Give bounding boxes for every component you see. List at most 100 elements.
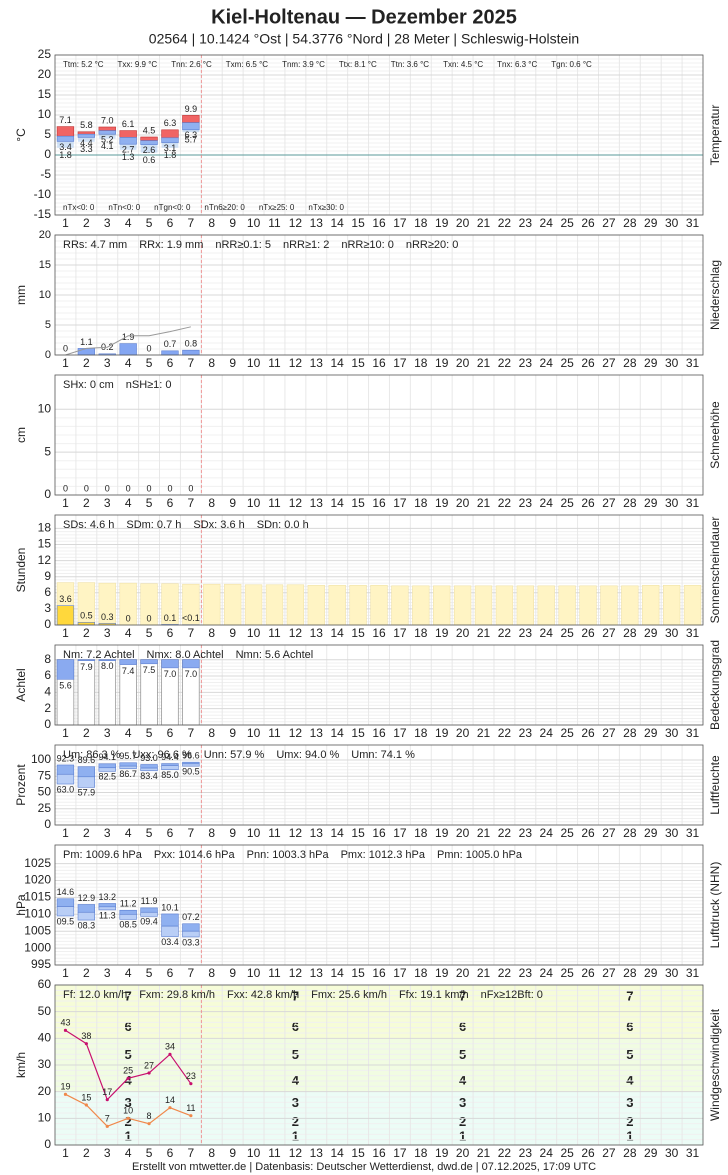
y-tick-label: 6 — [44, 668, 51, 682]
upper-bar — [98, 903, 116, 908]
stat: Pmn: 1005.0 hPa — [437, 849, 523, 861]
stat: Pmx: 1012.3 hPa — [341, 849, 426, 861]
x-tick-label: 25 — [560, 626, 574, 640]
x-tick-label: 2 — [83, 626, 90, 640]
ground-min-bar — [77, 137, 95, 142]
x-tick-label: 17 — [393, 1146, 407, 1160]
wind-point — [105, 1098, 109, 1102]
x-tick-label: 1 — [62, 496, 69, 510]
x-tick-label: 15 — [351, 726, 365, 740]
stat: nRR≥0.1: 5 — [215, 239, 271, 251]
stat: nTx≥30: 0 — [308, 203, 344, 212]
x-tick-label: 19 — [435, 216, 449, 230]
value-label: 7.0 — [185, 669, 198, 679]
y-tick-label: 6 — [44, 585, 51, 599]
x-tick-label: 18 — [414, 356, 428, 370]
x-tick-label: 29 — [644, 626, 658, 640]
x-tick-label: 29 — [644, 1146, 658, 1160]
x-tick-label: 1 — [62, 356, 69, 370]
stat: Unn: 57.9 % — [204, 749, 265, 761]
value-label: 7.5 — [143, 665, 156, 675]
x-tick-label: 14 — [331, 496, 345, 510]
x-tick-label: 21 — [477, 966, 491, 980]
x-tick-label: 28 — [623, 496, 637, 510]
bar — [391, 585, 409, 626]
value-label: 19 — [60, 1082, 70, 1092]
page-subtitle: 02564 | 10.1424 °Ost | 54.3776 °Nord | 2… — [149, 31, 579, 47]
min-label: 11.3 — [99, 910, 116, 920]
x-tick-label: 4 — [125, 216, 132, 230]
x-tick-label: 22 — [498, 1146, 512, 1160]
x-tick-label: 20 — [456, 726, 470, 740]
x-tick-label: 23 — [519, 496, 533, 510]
bar — [412, 585, 430, 626]
stat: SDx: 3.6 h — [193, 519, 244, 531]
upper-bar — [77, 904, 96, 913]
stat: Fxx: 42.8 km/h — [227, 989, 299, 1001]
value-label: 43 — [60, 1018, 70, 1028]
footer: Erstellt von mtwetter.de | Datenbasis: D… — [132, 1161, 596, 1173]
ground-min-bar — [161, 142, 179, 148]
beaufort-label: 4 — [626, 1072, 634, 1087]
x-tick-label: 5 — [146, 726, 153, 740]
y-tick-label: 10 — [38, 1111, 52, 1125]
ground-min-label: 1.8 — [59, 150, 72, 160]
wind-point — [168, 1052, 172, 1056]
y-tick-label: 18 — [38, 521, 52, 535]
value-label: 0 — [188, 483, 193, 493]
x-tick-label: 6 — [167, 626, 174, 640]
x-tick-label: 17 — [393, 216, 407, 230]
x-tick-label: 1 — [62, 966, 69, 980]
value-label: 23 — [186, 1071, 196, 1081]
cloud-bar — [98, 659, 116, 661]
upper-bar — [56, 898, 75, 907]
value-label: 0.8 — [185, 339, 198, 349]
lower-bar — [98, 767, 116, 772]
x-tick-label: 29 — [644, 826, 658, 840]
y-tick-label: 995 — [31, 957, 51, 971]
x-tick-label: 25 — [560, 726, 574, 740]
lower-bar — [119, 137, 137, 145]
x-tick-label: 3 — [104, 726, 111, 740]
value-label: 0.3 — [101, 612, 114, 622]
y-tick-label: 5 — [45, 319, 51, 331]
upper-bar — [56, 126, 75, 137]
x-tick-label: 2 — [83, 826, 90, 840]
y-tick-label: 5 — [44, 444, 51, 458]
stat: Uxx: 96.6 % — [132, 749, 192, 761]
plot-frame — [54, 514, 704, 626]
y-tick-label: 1020 — [24, 873, 51, 887]
y-tick-label: 9 — [44, 569, 51, 583]
min-label: 86.7 — [119, 769, 137, 779]
x-tick-label: 23 — [519, 826, 533, 840]
x-tick-label: 21 — [477, 216, 491, 230]
x-tick-label: 24 — [540, 966, 554, 980]
value-label: 34 — [165, 1042, 175, 1052]
x-tick-label: 14 — [331, 216, 345, 230]
max-label: 9.9 — [185, 104, 198, 114]
min-label: 09.4 — [140, 917, 158, 927]
y-tick-label: 50 — [38, 785, 52, 799]
beaufort-label: 4 — [292, 1072, 300, 1087]
y-tick-label: 25 — [38, 47, 52, 61]
x-tick-label: 8 — [208, 1146, 215, 1160]
x-tick-label: 2 — [83, 1146, 90, 1160]
stat: Umx: 94.0 % — [276, 749, 339, 761]
y-axis-label: mm — [14, 285, 28, 305]
x-tick-label: 15 — [351, 356, 365, 370]
value-label: 1.9 — [122, 332, 135, 342]
min-label: 08.3 — [78, 920, 96, 930]
lower-bar — [98, 906, 116, 911]
y-tick-label: 25 — [38, 801, 52, 815]
x-tick-label: 5 — [146, 1146, 153, 1160]
x-tick-label: 3 — [104, 356, 111, 370]
stat: Nmn: 5.6 Achtel — [236, 649, 314, 661]
y-tick-label: 0 — [44, 617, 51, 631]
ground-min-bar — [57, 141, 74, 148]
x-tick-label: 22 — [498, 626, 512, 640]
x-tick-label: 25 — [560, 826, 574, 840]
x-tick-label: 29 — [644, 356, 658, 370]
beaufort-label: 1 — [292, 1128, 299, 1143]
x-tick-label: 20 — [456, 826, 470, 840]
ground-min-label: 1.3 — [122, 152, 135, 162]
